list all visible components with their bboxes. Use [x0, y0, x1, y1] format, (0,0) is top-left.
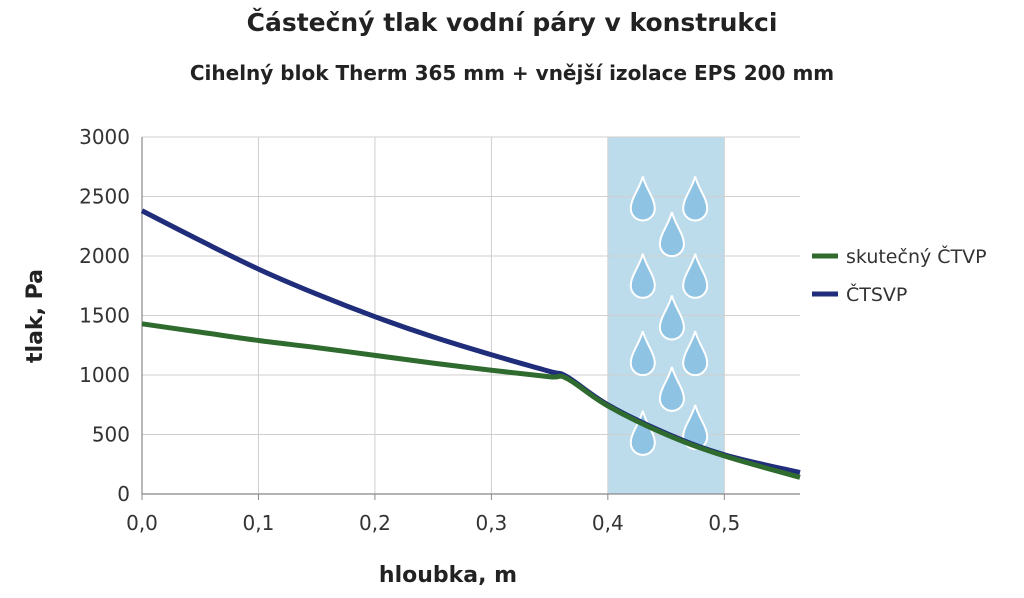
y-tick-label: 500: [92, 423, 130, 447]
water-drop-icon: [682, 330, 709, 377]
y-tick-label: 1000: [79, 363, 130, 387]
x-tick-label: 0,3: [475, 511, 507, 535]
water-drop-icon: [682, 404, 709, 450]
x-tick-label: 0,2: [359, 511, 391, 535]
y-tick-label: 0: [117, 482, 130, 506]
y-tick-label: 3000: [79, 125, 130, 149]
series-line-skutecny-ctvp: [141, 321, 801, 480]
legend-label: skutečný ČTVP: [846, 244, 987, 268]
water-drop-icon: [629, 176, 656, 222]
water-drop-icon: [682, 253, 709, 299]
x-tick-label: 0,0: [126, 511, 158, 535]
x-tick-label: 0,5: [708, 511, 740, 535]
water-drop-icon: [658, 211, 685, 258]
y-tick-label: 1500: [79, 304, 130, 328]
chart-subtitle: Cihelný blok Therm 365 mm + vnější izola…: [190, 61, 834, 85]
y-axis-title: tlak, Pa: [23, 269, 48, 363]
water-drop-icon: [629, 253, 656, 299]
legend: skutečný ČTVP ČTSVP: [812, 244, 987, 306]
water-drop-icon: [629, 330, 656, 377]
x-axis-title: hloubka, m: [379, 563, 517, 588]
chart-title: Částečný tlak vodní páry v konstrukci: [247, 7, 778, 37]
water-drop-icon: [682, 176, 709, 222]
legend-label: ČTSVP: [846, 282, 907, 306]
water-drop-icon: [629, 410, 656, 456]
x-tick-label: 0,1: [243, 511, 275, 535]
water-drop-icon: [658, 366, 685, 412]
x-tick-label: 0,4: [592, 511, 624, 535]
y-tick-label: 2000: [79, 244, 130, 268]
y-tick-label: 2500: [79, 185, 130, 209]
plot-area: 0 500 1000 1500 2000 2500 3000 0,0 0,1 0,2 0,3 0,4 0…: [79, 125, 801, 535]
water-drop-icon: [658, 295, 685, 341]
